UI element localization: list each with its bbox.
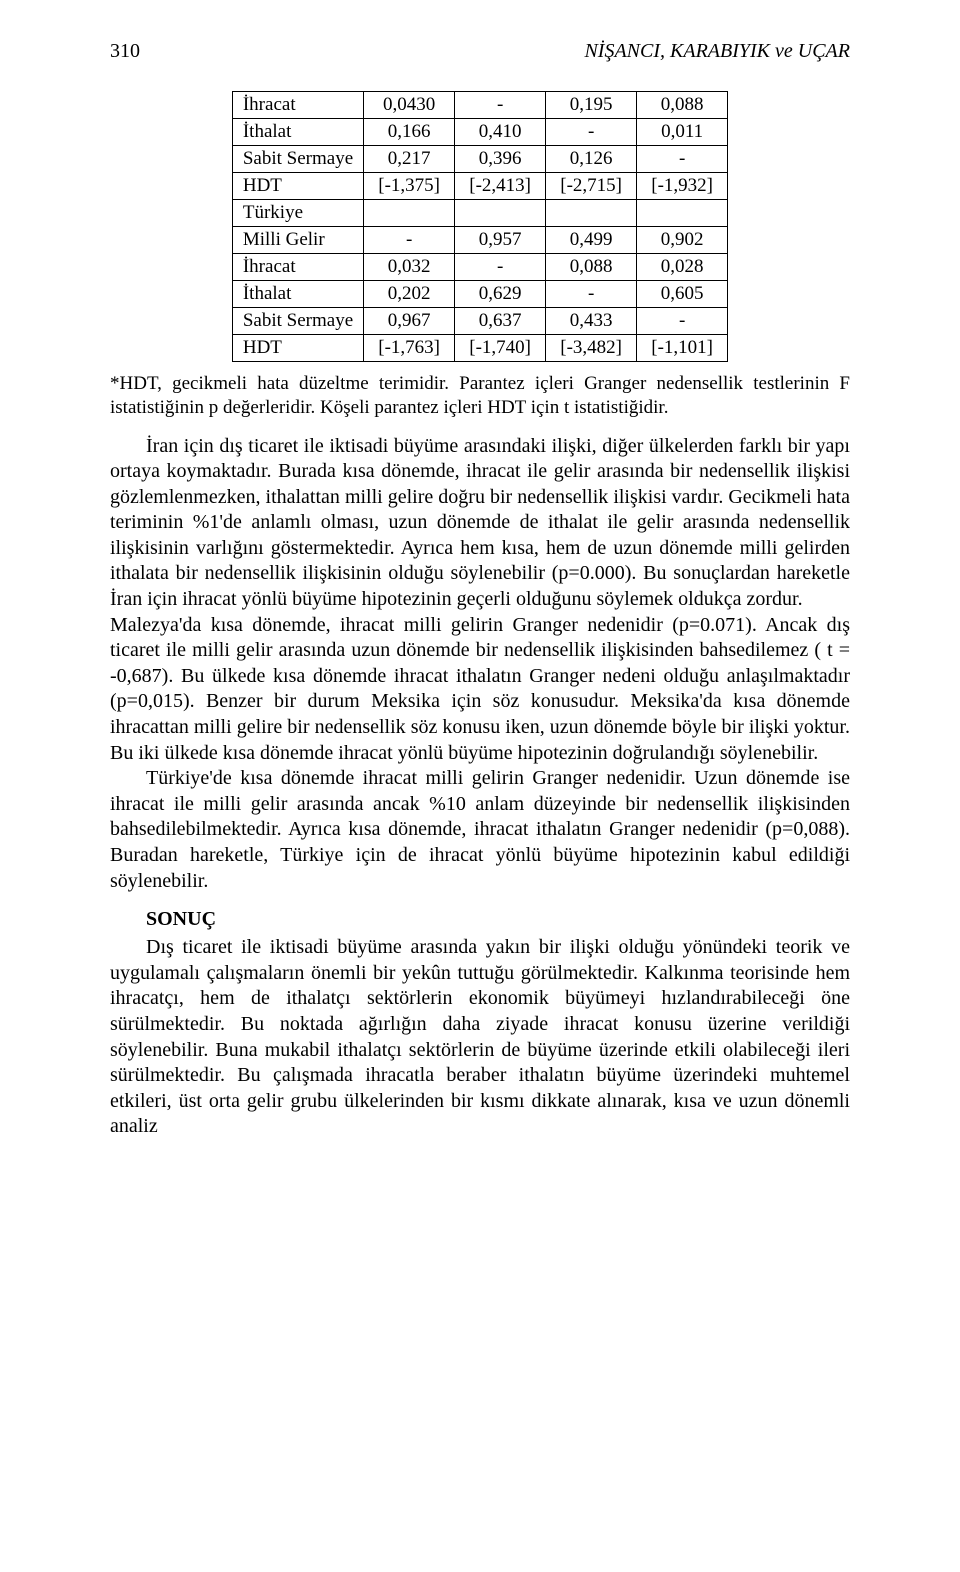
value-cell: 0,629 bbox=[455, 281, 546, 308]
value-cell: - bbox=[637, 308, 728, 335]
row-label-cell: HDT bbox=[232, 335, 363, 362]
paragraph-malezya: Malezya'da kısa dönemde, ihracat milli g… bbox=[110, 613, 850, 767]
row-label-cell: Türkiye bbox=[232, 200, 363, 227]
value-cell bbox=[546, 200, 637, 227]
running-header: 310 NİŞANCI, KARABIYIK ve UÇAR bbox=[110, 40, 850, 63]
value-cell: [-3,482] bbox=[546, 335, 637, 362]
value-cell: 0,032 bbox=[364, 254, 455, 281]
value-cell: 0,499 bbox=[546, 227, 637, 254]
row-label-cell: HDT bbox=[232, 173, 363, 200]
value-cell: 0,957 bbox=[455, 227, 546, 254]
value-cell: 0,637 bbox=[455, 308, 546, 335]
value-cell: 0,166 bbox=[364, 119, 455, 146]
table-row: HDT[-1,375][-2,413][-2,715][-1,932] bbox=[232, 173, 727, 200]
value-cell: - bbox=[455, 92, 546, 119]
value-cell: 0,011 bbox=[637, 119, 728, 146]
value-cell: 0,217 bbox=[364, 146, 455, 173]
paragraph-turkiye: Türkiye'de kısa dönemde ihracat milli ge… bbox=[110, 766, 850, 894]
row-label-cell: İhracat bbox=[232, 254, 363, 281]
value-cell: 0,967 bbox=[364, 308, 455, 335]
value-cell: [-1,375] bbox=[364, 173, 455, 200]
table-row: HDT[-1,763][-1,740][-3,482][-1,101] bbox=[232, 335, 727, 362]
table-row: Türkiye bbox=[232, 200, 727, 227]
row-label-cell: Milli Gelir bbox=[232, 227, 363, 254]
value-cell: [-1,763] bbox=[364, 335, 455, 362]
value-cell: 0,605 bbox=[637, 281, 728, 308]
page: 310 NİŞANCI, KARABIYIK ve UÇAR İhracat0,… bbox=[0, 0, 960, 1572]
row-label-cell: İthalat bbox=[232, 119, 363, 146]
row-label-cell: İthalat bbox=[232, 281, 363, 308]
value-cell: - bbox=[364, 227, 455, 254]
value-cell: 0,195 bbox=[546, 92, 637, 119]
value-cell: 0,902 bbox=[637, 227, 728, 254]
value-cell: - bbox=[546, 119, 637, 146]
value-cell bbox=[455, 200, 546, 227]
section-heading-sonuc: SONUÇ bbox=[146, 908, 850, 931]
value-cell: 0,0430 bbox=[364, 92, 455, 119]
value-cell: 0,088 bbox=[637, 92, 728, 119]
value-cell: [-1,740] bbox=[455, 335, 546, 362]
value-cell: 0,028 bbox=[637, 254, 728, 281]
value-cell: - bbox=[546, 281, 637, 308]
value-cell: [-2,715] bbox=[546, 173, 637, 200]
value-cell: 0,410 bbox=[455, 119, 546, 146]
running-title: NİŞANCI, KARABIYIK ve UÇAR bbox=[584, 40, 850, 63]
value-cell: [-1,101] bbox=[637, 335, 728, 362]
page-number: 310 bbox=[110, 40, 140, 63]
table-row: İhracat0,032-0,0880,028 bbox=[232, 254, 727, 281]
row-label-cell: Sabit Sermaye bbox=[232, 308, 363, 335]
value-cell: [-1,932] bbox=[637, 173, 728, 200]
value-cell: - bbox=[455, 254, 546, 281]
table-body: İhracat0,0430-0,1950,088İthalat0,1660,41… bbox=[232, 92, 727, 362]
value-cell: 0,202 bbox=[364, 281, 455, 308]
table-row: İthalat0,1660,410-0,011 bbox=[232, 119, 727, 146]
paragraph-sonuc: Dış ticaret ile iktisadi büyüme arasında… bbox=[110, 935, 850, 1140]
table-row: Sabit Sermaye0,9670,6370,433- bbox=[232, 308, 727, 335]
row-label-cell: Sabit Sermaye bbox=[232, 146, 363, 173]
table-row: Milli Gelir-0,9570,4990,902 bbox=[232, 227, 727, 254]
results-table: İhracat0,0430-0,1950,088İthalat0,1660,41… bbox=[232, 91, 728, 362]
value-cell: 0,433 bbox=[546, 308, 637, 335]
table-row: İthalat0,2020,629-0,605 bbox=[232, 281, 727, 308]
paragraph-iran: İran için dış ticaret ile iktisadi büyüm… bbox=[110, 434, 850, 613]
value-cell: - bbox=[637, 146, 728, 173]
table-row: Sabit Sermaye0,2170,3960,126- bbox=[232, 146, 727, 173]
table-row: İhracat0,0430-0,1950,088 bbox=[232, 92, 727, 119]
row-label-cell: İhracat bbox=[232, 92, 363, 119]
value-cell: 0,126 bbox=[546, 146, 637, 173]
value-cell: 0,396 bbox=[455, 146, 546, 173]
value-cell bbox=[637, 200, 728, 227]
value-cell bbox=[364, 200, 455, 227]
table-footnote: *HDT, gecikmeli hata düzeltme terimidir.… bbox=[110, 372, 850, 420]
value-cell: [-2,413] bbox=[455, 173, 546, 200]
value-cell: 0,088 bbox=[546, 254, 637, 281]
